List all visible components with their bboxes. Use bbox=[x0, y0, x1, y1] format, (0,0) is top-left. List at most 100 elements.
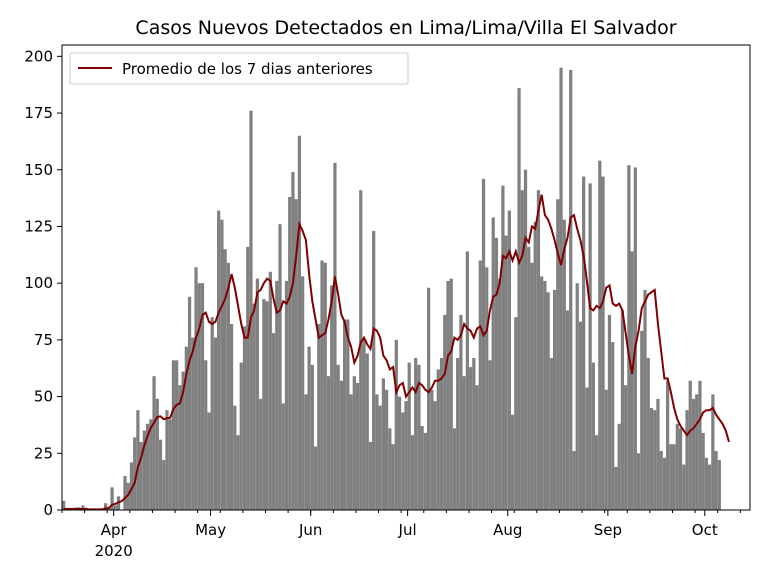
bar bbox=[355, 382, 360, 510]
bar bbox=[701, 432, 705, 510]
bar bbox=[323, 262, 327, 510]
bar bbox=[449, 278, 453, 510]
bar bbox=[339, 380, 344, 510]
bar bbox=[614, 466, 618, 510]
bar bbox=[607, 314, 612, 510]
bar bbox=[330, 285, 334, 510]
bar bbox=[546, 292, 550, 510]
bar bbox=[271, 333, 276, 510]
y-axis: 0 25 50 75 100 125 150 175 200 bbox=[24, 47, 62, 519]
y-tick-label: 25 bbox=[34, 444, 53, 462]
bar bbox=[478, 260, 482, 510]
x-tick-label: Sep bbox=[594, 521, 622, 539]
bar bbox=[708, 464, 712, 510]
bar bbox=[414, 358, 418, 510]
legend-box bbox=[69, 52, 409, 85]
bar bbox=[388, 428, 392, 510]
y-tick-label: 175 bbox=[24, 104, 53, 122]
x-tick-label: Jul bbox=[398, 521, 417, 539]
bar bbox=[126, 482, 130, 510]
bar bbox=[643, 289, 647, 510]
bar bbox=[197, 283, 201, 510]
bar bbox=[465, 251, 469, 510]
bar bbox=[617, 423, 621, 510]
x-tick-label: Aug bbox=[493, 521, 522, 539]
bar bbox=[656, 398, 660, 510]
bar bbox=[624, 385, 628, 510]
bar bbox=[333, 162, 337, 510]
y-tick-label: 150 bbox=[24, 161, 53, 179]
bar bbox=[514, 317, 518, 510]
bar bbox=[233, 405, 237, 510]
bar bbox=[427, 287, 431, 510]
bar bbox=[372, 231, 376, 510]
bar bbox=[397, 396, 402, 510]
bar bbox=[229, 324, 234, 510]
bar bbox=[620, 310, 625, 510]
bar bbox=[698, 380, 702, 510]
bar bbox=[168, 419, 172, 510]
legend: Promedio de los 7 dias anteriores bbox=[69, 52, 409, 85]
y-tick-label: 100 bbox=[24, 274, 53, 292]
bar bbox=[181, 371, 185, 510]
y-tick-label: 75 bbox=[34, 331, 53, 349]
bar bbox=[407, 362, 411, 510]
y-tick-label: 50 bbox=[34, 388, 53, 406]
bar bbox=[410, 435, 415, 510]
bar bbox=[252, 303, 256, 510]
bar bbox=[666, 380, 670, 510]
bar bbox=[152, 376, 156, 510]
bar bbox=[672, 444, 676, 510]
bar bbox=[633, 167, 637, 511]
bar bbox=[682, 464, 686, 510]
bar bbox=[420, 426, 424, 510]
plot-frame bbox=[61, 44, 751, 511]
bar bbox=[142, 430, 146, 510]
bar bbox=[582, 176, 586, 510]
bar bbox=[594, 435, 599, 510]
bar bbox=[711, 394, 715, 510]
y-tick-label: 200 bbox=[24, 47, 53, 65]
bar bbox=[646, 358, 650, 510]
bar bbox=[436, 369, 440, 510]
bar bbox=[569, 69, 573, 510]
bar bbox=[175, 360, 179, 510]
bar bbox=[591, 362, 595, 510]
bar bbox=[378, 405, 382, 510]
bar bbox=[662, 457, 667, 510]
bar bbox=[678, 428, 683, 510]
bar bbox=[62, 500, 66, 510]
bar bbox=[695, 394, 699, 510]
bar bbox=[291, 172, 295, 510]
bar bbox=[549, 358, 553, 510]
y-tick-label: 125 bbox=[24, 217, 53, 235]
bar bbox=[307, 346, 311, 510]
bar bbox=[481, 178, 486, 510]
bar bbox=[443, 314, 447, 510]
bar bbox=[446, 280, 450, 510]
bar bbox=[423, 432, 427, 510]
bar bbox=[284, 280, 289, 510]
bar bbox=[242, 326, 247, 510]
bar bbox=[630, 251, 634, 510]
bar bbox=[717, 460, 721, 510]
bar bbox=[259, 398, 263, 510]
bar bbox=[275, 280, 279, 510]
bar bbox=[578, 321, 583, 510]
bar bbox=[210, 317, 214, 510]
bar bbox=[207, 412, 211, 510]
bar bbox=[491, 217, 495, 510]
bar bbox=[588, 183, 592, 510]
bar bbox=[220, 219, 224, 510]
bar bbox=[368, 441, 373, 510]
bar bbox=[562, 219, 566, 510]
bar bbox=[439, 358, 444, 510]
bar bbox=[113, 505, 117, 510]
bar bbox=[462, 376, 466, 510]
bar bbox=[149, 419, 153, 510]
bar bbox=[498, 278, 502, 510]
legend-label: Promedio de los 7 dias anteriores bbox=[122, 60, 373, 78]
bar bbox=[352, 376, 356, 510]
bar bbox=[536, 190, 541, 511]
